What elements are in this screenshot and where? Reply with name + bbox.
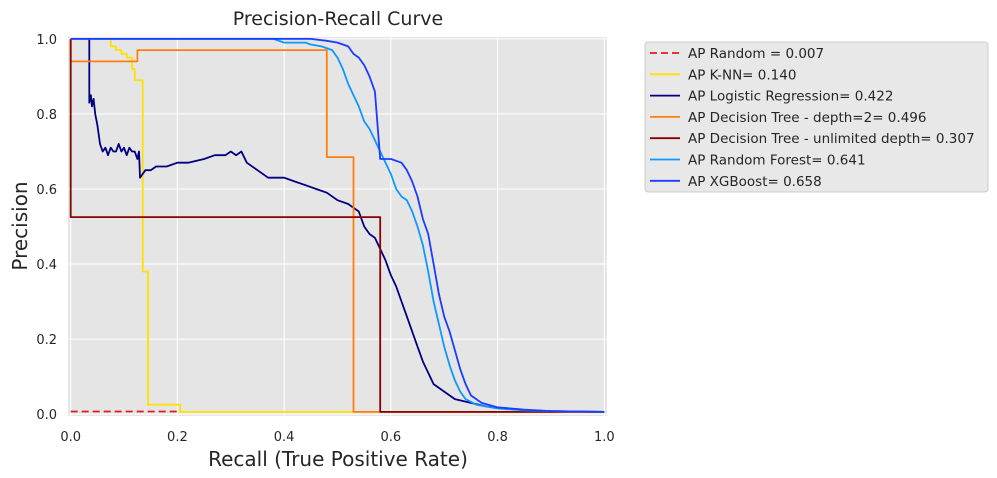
x-tick-label: 0.4 <box>274 430 295 445</box>
series-line <box>69 38 605 413</box>
legend-label: AP Random Forest= 0.641 <box>688 153 866 169</box>
x-tick-label: 0.2 <box>167 430 188 445</box>
y-tick-label: 1.0 <box>36 33 57 48</box>
legend-label: AP Decision Tree - unlimited depth= 0.30… <box>688 131 975 147</box>
y-axis-label: Precision <box>8 181 32 270</box>
legend-label: AP XGBoost= 0.658 <box>688 174 822 190</box>
plot-background <box>68 37 607 416</box>
x-tick-label: 0.6 <box>381 430 402 445</box>
legend-label: AP K-NN= 0.140 <box>688 67 796 83</box>
y-tick-label: 0.6 <box>36 183 57 198</box>
series-line <box>88 38 605 413</box>
grid <box>68 37 607 416</box>
legend-box <box>644 41 989 193</box>
series-line <box>70 38 605 413</box>
legend-label: AP Random = 0.007 <box>688 46 824 62</box>
x-tick-label: 0.8 <box>487 430 508 445</box>
series-line <box>69 38 605 413</box>
y-tick-label: 0.0 <box>36 408 57 423</box>
series-group <box>69 38 605 413</box>
legend-label: AP Decision Tree - depth=2= 0.496 <box>688 110 926 126</box>
x-tick-label: 0.0 <box>60 430 81 445</box>
x-tick-label: 1.0 <box>594 430 615 445</box>
y-tick-label: 0.4 <box>36 258 57 273</box>
legend-label: AP Logistic Regression= 0.422 <box>688 89 893 105</box>
y-tick-label: 0.2 <box>36 333 57 348</box>
series-line <box>109 38 605 413</box>
x-axis-label: Recall (True Positive Rate) <box>208 447 468 471</box>
tick-labels: 0.0 0.2 0.4 0.6 0.8 1.0 0.0 0.2 0.4 0.6 0.8 1.0 <box>36 33 614 445</box>
legend: AP Random = 0.007 AP K-NN= 0.140 AP Logist… <box>644 41 989 193</box>
series-line <box>70 38 605 413</box>
y-tick-label: 0.8 <box>36 108 57 123</box>
chart-title: Precision-Recall Curve <box>233 8 443 30</box>
